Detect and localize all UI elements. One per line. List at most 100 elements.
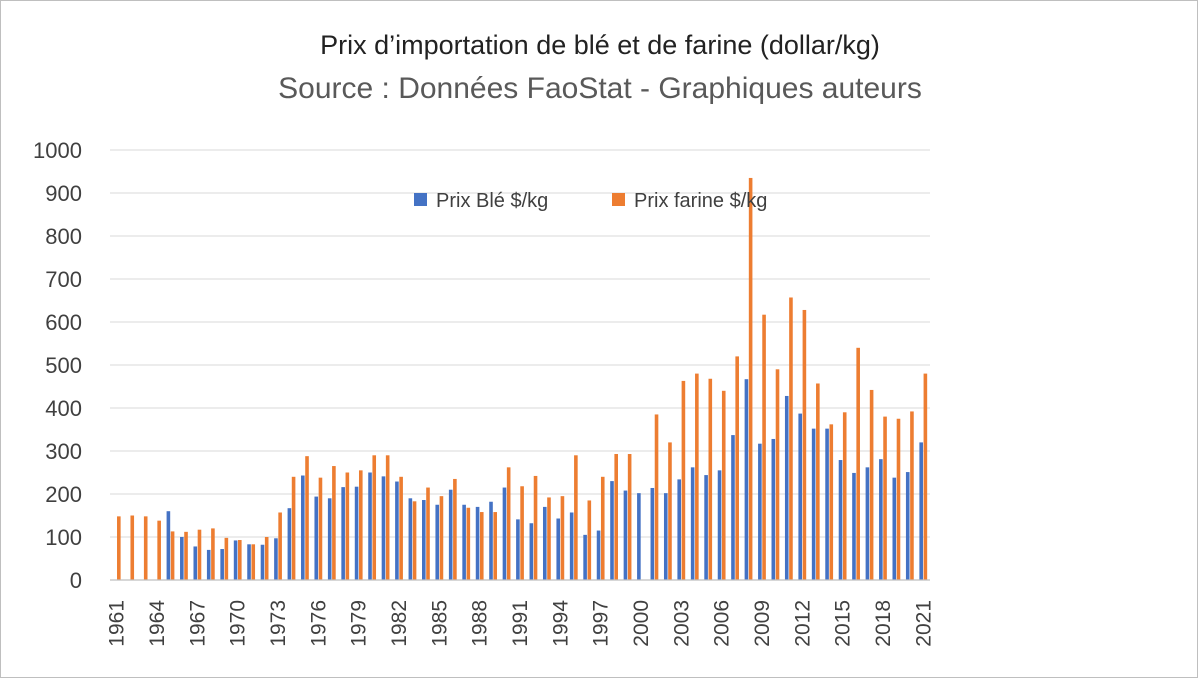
bar-ble	[233, 540, 238, 580]
y-tick-label: 500	[45, 353, 82, 378]
bar-ble	[838, 460, 843, 580]
legend: Prix Blé $/kg Prix farine $/kg	[414, 190, 767, 212]
bar-ble	[408, 498, 413, 580]
x-tick-label: 1973	[267, 600, 290, 647]
x-tick-label: 1967	[186, 600, 209, 647]
bar-farine	[143, 516, 148, 580]
bar-farine	[184, 531, 188, 580]
bar-ble	[771, 438, 776, 580]
bar-farine	[789, 297, 793, 580]
bar-farine	[453, 478, 457, 580]
bar-farine	[372, 455, 377, 580]
bar-ble	[475, 506, 480, 580]
bar-ble	[879, 459, 883, 580]
bar-farine	[923, 373, 928, 580]
x-tick-label: 2006	[711, 600, 734, 647]
bar-farine	[883, 416, 887, 580]
bar-ble	[193, 546, 198, 580]
bar-farine	[600, 476, 605, 580]
legend-swatch-farine	[612, 193, 625, 206]
bar-farine	[479, 512, 484, 580]
bar-ble	[556, 518, 561, 580]
x-tick-label: 1970	[227, 600, 250, 647]
bar-ble	[354, 486, 359, 580]
bar-ble	[542, 506, 547, 580]
bar-ble	[435, 504, 440, 580]
bar-farine	[332, 466, 336, 580]
x-tick-label: 2009	[751, 600, 774, 647]
y-tick-label: 600	[45, 310, 82, 335]
bar-ble	[247, 544, 251, 580]
bar-farine	[816, 383, 820, 580]
bar-farine	[627, 454, 632, 580]
bar-ble	[569, 512, 574, 580]
bar-ble	[596, 530, 601, 580]
bar-ble	[758, 443, 762, 580]
legend-label-farine: Prix farine $/kg	[634, 190, 767, 212]
bar-ble	[529, 523, 534, 580]
bar-farine	[412, 501, 417, 580]
bar-farine	[170, 531, 175, 580]
bar-farine	[385, 455, 390, 580]
bar-farine	[305, 456, 309, 580]
bar-ble	[327, 498, 332, 580]
y-tick-label: 700	[45, 267, 82, 292]
x-tick-label: 1979	[348, 600, 371, 647]
chart-title: Prix d’importation de blé et de farine (…	[320, 30, 880, 60]
x-tick-label: 2018	[872, 600, 895, 647]
bar-ble	[462, 504, 466, 580]
bar-farine	[762, 314, 766, 580]
x-tick-label: 1976	[307, 600, 330, 647]
bar-farine	[466, 507, 471, 580]
bar-farine	[211, 528, 215, 580]
bar-farine	[520, 486, 524, 580]
bar-farine	[533, 475, 538, 580]
bar-farine	[910, 411, 914, 580]
bar-farine	[318, 477, 323, 580]
x-tick-label: 1982	[388, 600, 411, 647]
bar-farine	[721, 390, 726, 580]
bar-farine	[358, 470, 363, 580]
bar-farine	[896, 418, 901, 580]
bar-farine	[614, 454, 618, 580]
x-tick-label: 2015	[832, 600, 855, 647]
bar-ble	[852, 472, 856, 580]
bar-farine	[130, 515, 135, 580]
y-tick-label: 300	[45, 439, 82, 464]
bar-ble	[180, 537, 184, 580]
bar-farine	[251, 544, 256, 580]
bar-farine	[681, 380, 686, 580]
x-tick-label: 1964	[146, 600, 169, 647]
bar-ble	[220, 549, 224, 580]
bar-farine	[856, 347, 860, 580]
y-tick-label: 1000	[33, 138, 82, 163]
bar-farine	[654, 414, 659, 580]
bar-ble	[865, 467, 870, 580]
x-tick-label: 1991	[509, 600, 532, 647]
bar-farine	[668, 442, 672, 580]
x-tick-label: 1985	[428, 600, 451, 647]
bar-ble	[395, 481, 399, 580]
x-tick-label: 1961	[106, 600, 129, 647]
bar-ble	[825, 428, 829, 580]
x-tick-label: 1997	[590, 600, 613, 647]
x-tick-label: 2000	[630, 600, 653, 647]
bar-farine	[238, 540, 242, 580]
x-tick-label: 2012	[791, 600, 814, 647]
bar-ble	[166, 511, 171, 580]
bar-ble	[784, 395, 789, 580]
bar-ble	[341, 487, 345, 580]
bar-ble	[260, 544, 265, 580]
bar-ble	[650, 487, 655, 580]
bar-ble	[919, 442, 923, 580]
bar-ble	[798, 413, 802, 580]
y-tick-label: 900	[45, 181, 82, 206]
bar-farine	[197, 529, 202, 580]
bar-ble	[731, 435, 735, 580]
bar-ble	[677, 479, 682, 580]
bar-farine	[748, 177, 753, 580]
bar-farine	[399, 476, 403, 580]
bar-farine	[869, 389, 874, 580]
bar-farine	[278, 512, 282, 580]
x-tick-label: 2003	[670, 600, 693, 647]
